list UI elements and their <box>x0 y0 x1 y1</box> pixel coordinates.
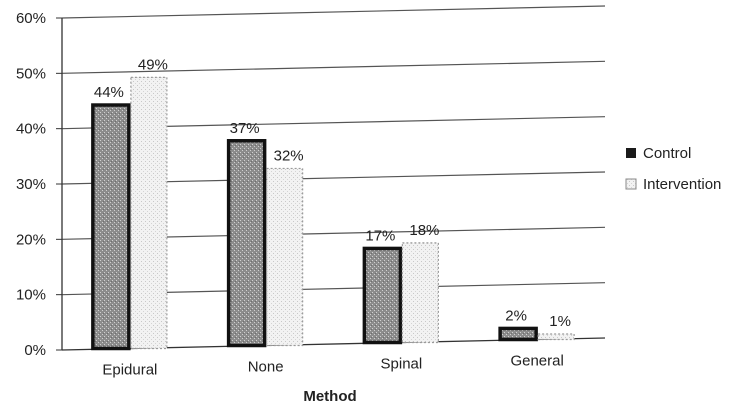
bar-intervention-spinal <box>401 242 439 344</box>
x-tick-label: General <box>510 353 563 370</box>
x-axis-title: Method <box>303 388 356 405</box>
bar-control-spinal <box>362 246 403 345</box>
data-label-intervention-none: 32% <box>274 147 304 164</box>
legend-label-intervention: Intervention <box>643 176 721 193</box>
data-label-intervention-spinal: 18% <box>409 222 439 239</box>
y-tick-label: 30% <box>16 176 46 193</box>
x-tick-label: Spinal <box>381 356 423 373</box>
legend-label-control: Control <box>643 145 691 162</box>
legend: Control Intervention <box>625 145 721 193</box>
data-label-intervention-epidural: 49% <box>138 56 168 73</box>
data-label-control-general: 2% <box>505 307 527 324</box>
gridline <box>61 60 606 74</box>
bar-intervention-general <box>537 333 575 341</box>
bar-control-none <box>226 139 267 348</box>
y-tick-label: 50% <box>16 65 46 82</box>
y-tick-label: 10% <box>16 287 46 304</box>
legend-swatch-control <box>626 148 636 158</box>
gridline <box>61 5 606 19</box>
bar-control-general <box>498 326 538 342</box>
bar-control-epidural <box>91 103 131 351</box>
bar-intervention-epidural <box>130 76 168 350</box>
y-tick-label: 40% <box>16 121 46 138</box>
y-tick-label: 0% <box>24 342 46 359</box>
x-tick-label: Epidural <box>102 362 157 379</box>
data-label-intervention-general: 1% <box>549 313 571 330</box>
x-tick-label: None <box>248 359 284 376</box>
y-tick-label: 60% <box>16 10 46 27</box>
y-tick-label: 20% <box>16 231 46 248</box>
data-label-control-epidural: 44% <box>94 84 124 101</box>
bar-intervention-none <box>266 167 304 347</box>
data-label-control-none: 37% <box>230 120 260 137</box>
data-label-control-spinal: 17% <box>365 227 395 244</box>
legend-swatch-intervention <box>625 178 637 190</box>
